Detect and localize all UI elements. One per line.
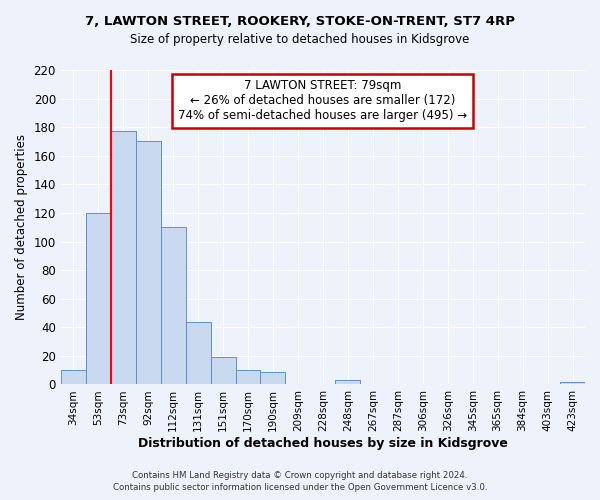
Bar xyxy=(86,213,111,384)
Text: 7 LAWTON STREET: 79sqm
← 26% of detached houses are smaller (172)
74% of semi-de: 7 LAWTON STREET: 79sqm ← 26% of detached… xyxy=(178,80,467,122)
Text: 7, LAWTON STREET, ROOKERY, STOKE-ON-TRENT, ST7 4RP: 7, LAWTON STREET, ROOKERY, STOKE-ON-TREN… xyxy=(85,15,515,28)
Y-axis label: Number of detached properties: Number of detached properties xyxy=(15,134,28,320)
Bar xyxy=(560,382,585,384)
Bar xyxy=(161,227,185,384)
Bar xyxy=(111,132,136,384)
Bar xyxy=(236,370,260,384)
Text: Size of property relative to detached houses in Kidsgrove: Size of property relative to detached ho… xyxy=(130,32,470,46)
Bar xyxy=(61,370,86,384)
X-axis label: Distribution of detached houses by size in Kidsgrove: Distribution of detached houses by size … xyxy=(138,437,508,450)
Text: Contains HM Land Registry data © Crown copyright and database right 2024.
Contai: Contains HM Land Registry data © Crown c… xyxy=(113,471,487,492)
Bar xyxy=(335,380,361,384)
Bar xyxy=(260,372,286,384)
Bar xyxy=(211,358,236,384)
Bar xyxy=(185,322,211,384)
Bar xyxy=(136,142,161,384)
